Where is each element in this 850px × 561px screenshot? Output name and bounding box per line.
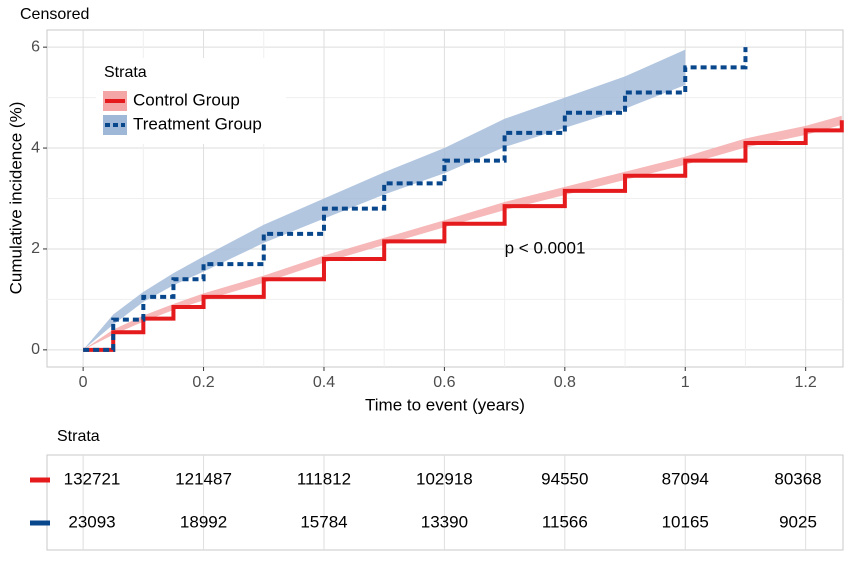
legend-label: Treatment Group [133, 114, 262, 133]
risk-count: 94550 [541, 469, 588, 488]
risk-count: 121487 [175, 469, 232, 488]
chart-title: Censored [20, 6, 89, 23]
y-axis-title: Cumulative incidence (%) [6, 102, 25, 295]
legend-title: Strata [104, 64, 147, 81]
x-tick-label: 0.6 [433, 374, 455, 391]
risk-count: 15784 [300, 512, 347, 531]
risk-count: 10165 [662, 512, 709, 531]
risk-count: 111812 [297, 469, 351, 488]
x-tick-label: 0.4 [313, 374, 335, 391]
risk-count: 9025 [779, 512, 817, 531]
survival-line [83, 47, 748, 352]
x-tick-label: 0 [79, 374, 88, 391]
x-tick-label: 0.2 [192, 374, 214, 391]
legend-label: Control Group [133, 90, 240, 109]
y-tick-label: 2 [31, 240, 40, 257]
risk-count: 80368 [774, 469, 821, 488]
annotation: p < 0.0001 [505, 238, 586, 257]
risk-table-title: Strata [57, 428, 100, 445]
y-tick-label: 4 [31, 139, 40, 156]
confidence-band [83, 49, 686, 350]
x-tick-label: 1 [681, 374, 690, 391]
risk-count: 13390 [421, 512, 468, 531]
y-tick-label: 6 [31, 38, 40, 55]
risk-count: 23093 [68, 512, 115, 531]
x-tick-label: 0.8 [554, 374, 576, 391]
x-axis-title: Time to event (years) [365, 395, 525, 414]
risk-panel [46, 454, 844, 551]
risk-count: 87094 [662, 469, 709, 488]
risk-count: 11566 [542, 512, 588, 531]
risk-count: 18992 [180, 512, 227, 531]
survival-line [83, 120, 844, 352]
confidence-band [83, 115, 842, 350]
legend-box [96, 58, 286, 144]
risk-count: 102918 [416, 469, 473, 488]
risk-count: 132721 [64, 469, 121, 488]
y-tick-label: 0 [31, 341, 40, 358]
x-tick-label: 1.2 [795, 374, 817, 391]
